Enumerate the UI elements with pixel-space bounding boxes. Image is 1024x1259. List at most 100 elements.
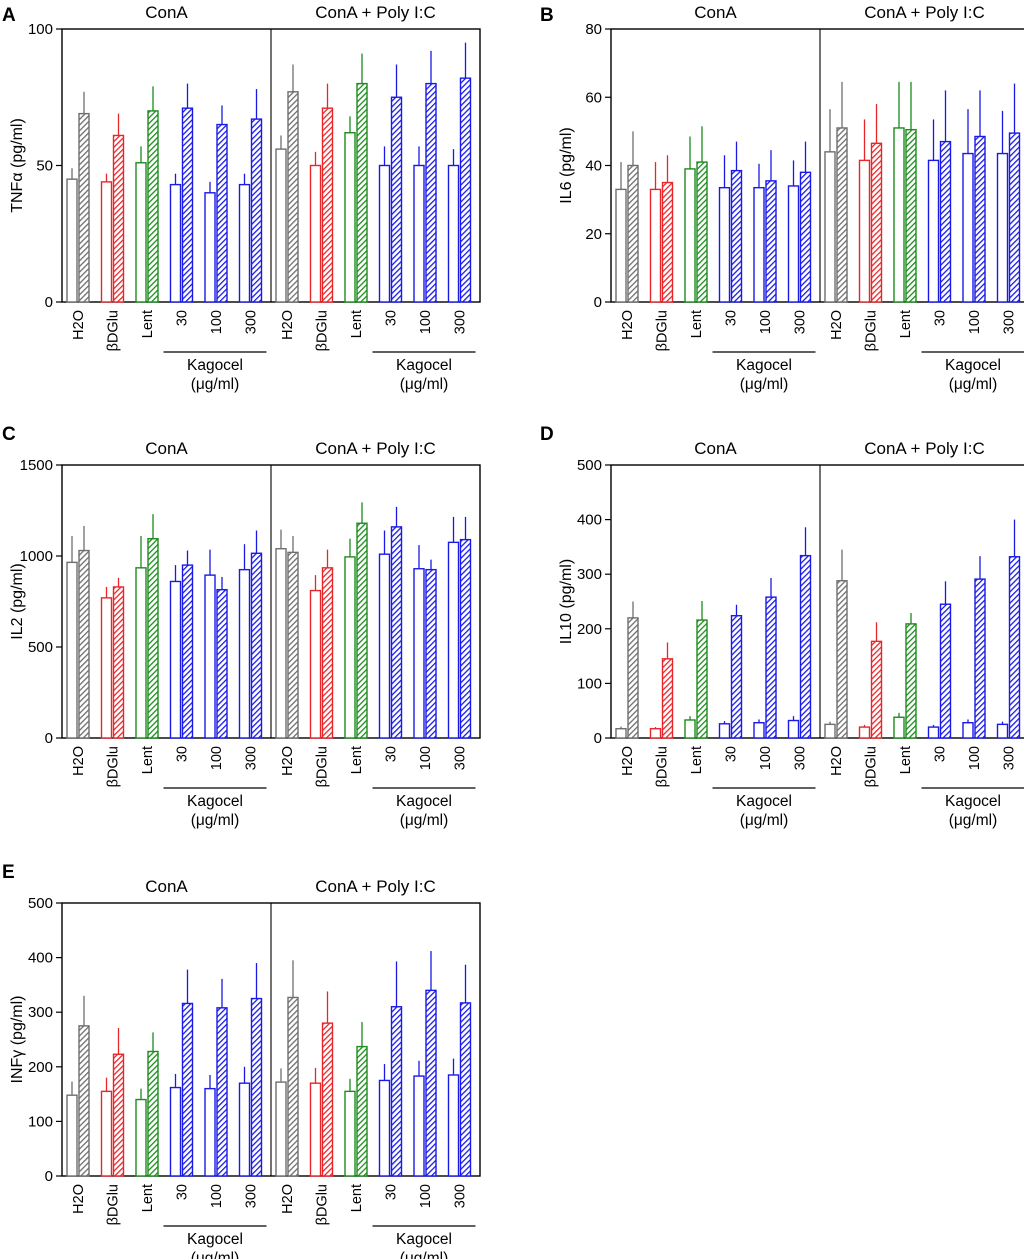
bar-hatched — [939, 603, 952, 739]
x-tick-label: H2O — [71, 746, 87, 776]
bar-hatched — [696, 161, 708, 303]
y-axis-label: TNFα (pg/ml) — [9, 118, 26, 213]
bar-hatched — [250, 118, 263, 303]
bar-hatched — [147, 1050, 159, 1177]
bar-hatched — [627, 617, 639, 739]
bar-open — [169, 580, 182, 739]
bar-hatched — [459, 77, 472, 303]
x-tick-label: 100 — [209, 310, 225, 334]
y-tick-label: 40 — [585, 158, 602, 175]
y-tick-label: 20 — [585, 226, 602, 243]
bar-hatched — [661, 658, 674, 739]
y-axis-label: IL2 (pg/ml) — [9, 563, 26, 639]
bar-hatched — [390, 1006, 403, 1177]
bar-hatched — [181, 1002, 194, 1177]
bar-hatched — [870, 142, 883, 303]
x-tick-label: 30 — [384, 1184, 400, 1200]
bar-hatched — [287, 551, 299, 739]
x-tick-label: H2O — [280, 746, 296, 776]
y-tick-label: 0 — [594, 730, 602, 747]
bar-hatched — [425, 568, 437, 739]
bar-hatched — [459, 538, 472, 739]
bar-open — [100, 181, 113, 303]
bar-open — [66, 561, 78, 739]
y-tick-label: 0 — [45, 294, 53, 311]
y-tick-label: 0 — [45, 730, 53, 747]
bar-hatched — [661, 181, 674, 303]
bar-open — [66, 178, 78, 303]
bar-open — [649, 728, 662, 739]
bar-hatched — [939, 140, 952, 303]
condition-header: ConA — [694, 439, 737, 458]
y-tick-label: 300 — [577, 566, 602, 583]
bar-open — [378, 164, 391, 303]
x-tick-label: 300 — [1002, 746, 1018, 770]
bar-hatched — [321, 1022, 334, 1177]
x-tick-label: 300 — [1002, 310, 1018, 334]
bar-open — [238, 183, 251, 303]
x-tick-label: 300 — [453, 746, 469, 770]
bar-open — [204, 1087, 216, 1177]
bar-open — [169, 183, 182, 303]
bar-hatched — [974, 135, 986, 303]
bar-open — [135, 567, 147, 739]
y-tick-label: 500 — [577, 457, 602, 474]
y-tick-label: 300 — [28, 1004, 53, 1021]
y-tick-label: 100 — [28, 21, 53, 38]
y-axis-label: IL10 (pg/ml) — [558, 559, 575, 644]
x-tick-label: βDGlu — [864, 746, 880, 787]
x-tick-label: 100 — [209, 746, 225, 770]
x-tick-label: 100 — [418, 310, 434, 334]
y-axis-label: INFγ (pg/ml) — [9, 996, 26, 1084]
y-tick-label: 400 — [577, 512, 602, 529]
bar-hatched — [287, 996, 299, 1177]
x-tick-label: 100 — [418, 746, 434, 770]
kagocel-label: Kagocel — [396, 793, 452, 810]
x-tick-label: βDGlu — [315, 310, 331, 351]
bar-open — [962, 152, 974, 303]
x-tick-label: 300 — [244, 1184, 260, 1208]
bar-hatched — [870, 640, 883, 739]
panel-letter: D — [540, 424, 554, 445]
bar-hatched — [250, 552, 263, 739]
panel-d: D IL10 (pg/ml) 0 100 200 300 400 500 ConA ConA + … — [540, 424, 1024, 829]
bar-open — [344, 1090, 356, 1177]
bar-hatched — [459, 1002, 472, 1177]
bar-open — [718, 723, 731, 739]
condition-header: ConA — [145, 877, 188, 896]
bar-hatched — [390, 526, 403, 739]
bar-open — [238, 1082, 251, 1177]
x-tick-label: H2O — [829, 746, 845, 776]
y-tick-label: 100 — [28, 1113, 53, 1130]
x-tick-label: 100 — [209, 1184, 225, 1208]
panel-letter: E — [2, 862, 15, 883]
kagocel-label: Kagocel — [187, 357, 243, 374]
bar-hatched — [112, 134, 125, 303]
bar-open — [996, 152, 1009, 303]
bar-open — [238, 568, 251, 739]
kagocel-label: Kagocel — [736, 357, 792, 374]
kagocel-label: Kagocel — [736, 793, 792, 810]
bar-hatched — [250, 997, 263, 1177]
bar-open — [413, 164, 425, 303]
x-tick-label: Lent — [140, 1184, 156, 1212]
x-tick-label: Lent — [689, 310, 705, 338]
bar-hatched — [730, 169, 743, 303]
bar-open — [135, 162, 147, 303]
bar-hatched — [78, 549, 90, 739]
x-tick-label: H2O — [71, 1184, 87, 1214]
condition-header: ConA — [145, 439, 188, 458]
bar-hatched — [390, 96, 403, 303]
bar-open — [100, 597, 113, 739]
bar-hatched — [765, 596, 777, 739]
x-tick-label: Lent — [689, 746, 705, 774]
x-tick-label: H2O — [620, 310, 636, 340]
y-tick-label: 60 — [585, 89, 602, 106]
x-tick-label: H2O — [620, 746, 636, 776]
bar-open — [684, 168, 696, 303]
x-tick-label: 100 — [758, 746, 774, 770]
x-tick-label: βDGlu — [864, 310, 880, 351]
x-tick-label: H2O — [280, 310, 296, 340]
bar-open — [718, 186, 731, 303]
x-tick-label: βDGlu — [106, 1184, 122, 1225]
